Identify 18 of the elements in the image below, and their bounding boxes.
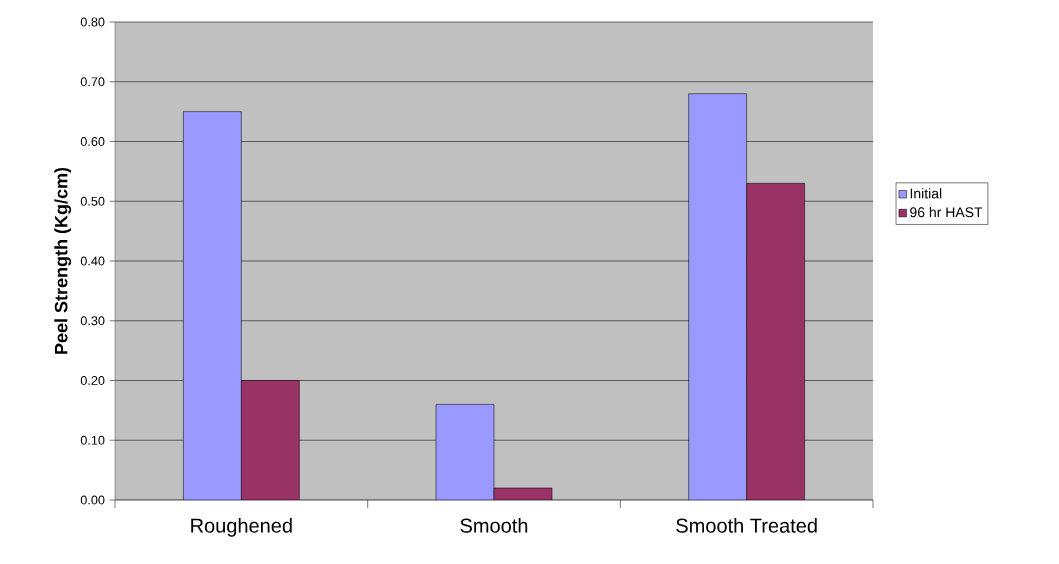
y-tick-label: 0.40 [80, 256, 105, 266]
y-tick-label: 0.00 [80, 495, 105, 505]
bar [183, 111, 242, 500]
y-tick-label: 0.70 [80, 77, 105, 87]
x-tick-label: Roughened [191, 518, 292, 537]
legend-label: 96 hr HAST [910, 206, 983, 218]
y-axis-title: Peel Strength (Kg/cm) [54, 167, 72, 354]
x-tick-label: Smooth Treated [676, 518, 817, 533]
y-tick-label: 0.50 [80, 196, 105, 206]
x-tick-label: Smooth [460, 518, 528, 533]
y-tick-label: 0.10 [80, 435, 105, 445]
y-tick-label: 0.80 [80, 17, 105, 27]
bar [688, 93, 747, 500]
legend-label: Initial [910, 188, 942, 199]
bar [435, 404, 495, 500]
y-tick-label: 0.60 [80, 137, 105, 146]
y-tick-label: 0.30 [80, 316, 105, 326]
y-tick-label: 0.20 [80, 376, 105, 385]
